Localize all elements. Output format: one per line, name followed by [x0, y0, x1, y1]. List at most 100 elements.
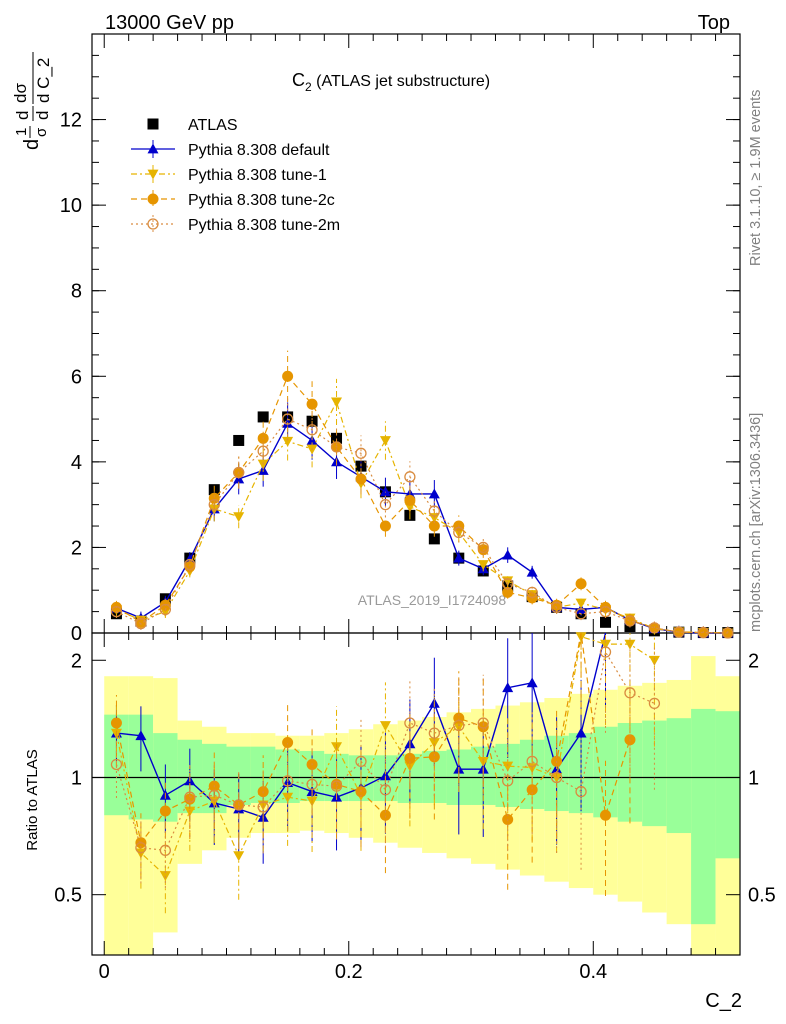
data-point: [477, 560, 489, 571]
data-point: [453, 552, 465, 563]
data-point: [575, 578, 587, 590]
legend-label: Pythia 8.308 tune-1: [188, 167, 327, 184]
y-tick-label: 4: [71, 452, 82, 474]
legend-entry-tune2c: Pythia 8.308 tune-2c: [131, 190, 335, 209]
data-point: [379, 498, 392, 511]
ratio-point: [624, 687, 636, 699]
data-point: [722, 627, 734, 639]
data-point: [575, 598, 587, 609]
x-tick-label: 0: [99, 961, 110, 983]
plot-title: C2 (ATLAS jet substructure): [292, 70, 490, 94]
data-point: [355, 473, 367, 485]
data-point: [233, 466, 245, 479]
ratio-point: [502, 775, 514, 787]
data-point: [282, 370, 294, 382]
data-point: [477, 541, 489, 554]
legend-label: Pythia 8.308 default: [188, 142, 330, 159]
y-axis-label-lower: Ratio to ATLAS: [24, 749, 41, 850]
y-tick-label: 10: [60, 195, 82, 217]
y-tick-label: 0.5: [54, 885, 82, 907]
data-point: [697, 626, 709, 639]
upper-series: [110, 350, 734, 639]
svg-text:d: d: [13, 111, 32, 120]
series-line: [116, 400, 728, 634]
legend-entry-tune1: Pythia 8.308 tune-1: [131, 165, 327, 184]
data-point: [257, 411, 269, 423]
ratio-point: [600, 809, 612, 821]
plot-frame: [91, 632, 741, 956]
ratio-point: [648, 697, 661, 710]
data-point: [331, 432, 343, 444]
data-point: [648, 622, 661, 634]
data-point: [331, 397, 343, 408]
x-tick-label: 0.4: [579, 961, 607, 983]
data-point: [257, 459, 269, 470]
band-inner: [715, 711, 740, 859]
ratio-point: [575, 785, 587, 798]
y-axis-label-upper: d 1 σ d d dσ d C_2: [11, 52, 53, 150]
band-inner: [691, 708, 716, 925]
data-point: [282, 436, 294, 447]
data-point: [600, 616, 612, 628]
data-point: [550, 601, 563, 613]
ratio-point: [184, 791, 196, 803]
ratio-point: [379, 784, 392, 796]
data-point: [526, 586, 538, 599]
data-point: [208, 498, 220, 511]
ratio-point: [526, 755, 538, 768]
ratio-point: [355, 755, 367, 768]
legend-marker: [147, 169, 159, 180]
series-line: [116, 375, 728, 634]
data-point: [306, 398, 318, 410]
y-tick-label-right: 1: [748, 767, 759, 789]
header-left: 13000 GeV pp: [105, 12, 234, 34]
data-point: [502, 578, 514, 590]
rivet-label: Rivet 3.1.10, ≥ 1.9M events: [748, 90, 764, 266]
y-tick-label-right: 2: [748, 650, 759, 672]
data-point: [257, 445, 269, 457]
ratio-point: [428, 727, 440, 739]
data-point: [159, 603, 172, 616]
data-point: [428, 533, 440, 545]
data-point: [453, 526, 465, 539]
data-point: [428, 488, 440, 499]
data-point: [257, 464, 269, 475]
legend-entry-tune2m: Pythia 8.308 tune-2m: [131, 215, 340, 234]
upper-axes: 0 2 4 6 8 10 12: [60, 33, 741, 645]
header-right: Top: [698, 12, 730, 34]
svg-text:1: 1: [13, 128, 30, 136]
analysis-watermark: ATLAS_2019_I1724098: [358, 592, 507, 608]
data-point: [428, 520, 440, 532]
y-tick-label: 0: [71, 623, 82, 645]
data-point: [233, 434, 245, 446]
ratio-tune2m: [110, 633, 661, 889]
data-point: [306, 424, 318, 436]
ratio-point: [208, 789, 220, 801]
svg-text:d: d: [21, 139, 43, 150]
data-point: [184, 558, 196, 571]
legend-entry-data: ATLAS: [147, 117, 238, 134]
svg-text:d: d: [33, 111, 52, 120]
data-point: [599, 605, 612, 618]
y-tick-label: 12: [60, 110, 82, 132]
legend-entry-default: Pythia 8.308 default: [131, 140, 330, 159]
title-main: C: [292, 70, 305, 90]
legend-marker: [147, 193, 159, 205]
legend: ATLAS Pythia 8.308 default Pythia 8.308 tu…: [131, 117, 340, 234]
data-point: [428, 505, 440, 517]
y-tick-label: 8: [71, 281, 82, 303]
data-point: [379, 486, 391, 497]
data-point: [526, 566, 538, 577]
data-point: [575, 608, 587, 620]
ratio-point: [404, 717, 416, 729]
series-line: [116, 418, 728, 634]
data-point: [404, 471, 416, 483]
ratio-line: [115, 632, 631, 845]
y-tick-label-right: 0.5: [748, 885, 776, 907]
svg-text:dσ: dσ: [11, 83, 30, 103]
data-point: [404, 494, 416, 506]
ratio-point: [281, 775, 294, 787]
legend-marker: [147, 143, 159, 154]
data-point: [673, 626, 685, 638]
